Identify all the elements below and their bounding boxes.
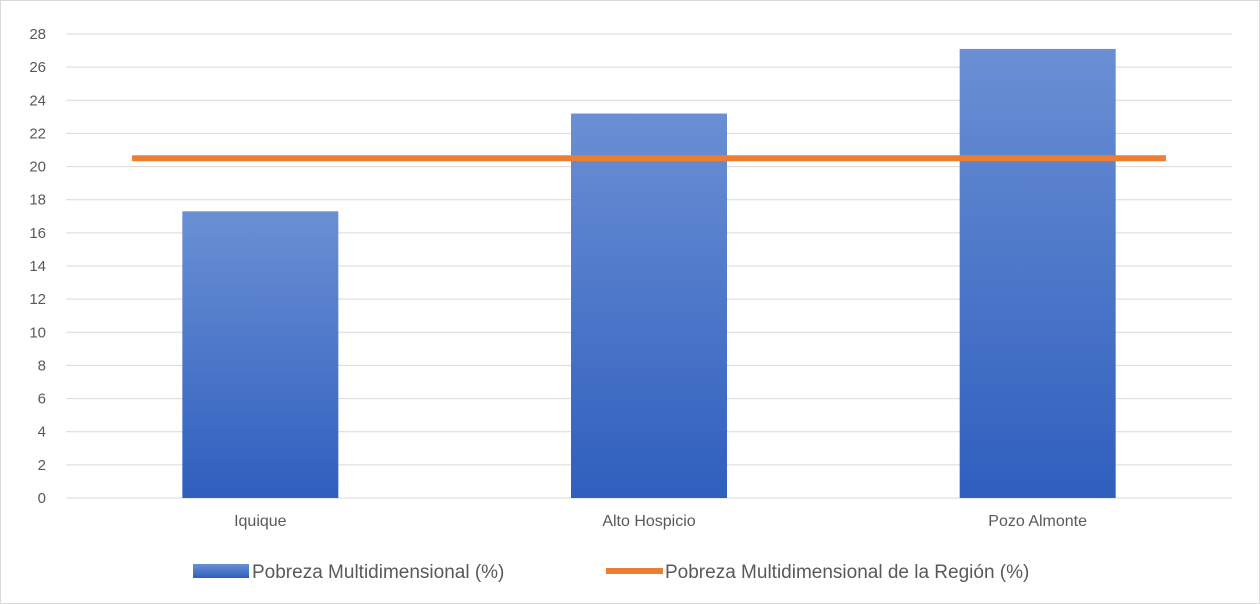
x-category-label: Alto Hospicio xyxy=(602,513,695,530)
y-tick-label: 24 xyxy=(29,92,46,109)
y-tick-label: 0 xyxy=(38,490,46,507)
y-tick-label: 22 xyxy=(29,125,46,142)
y-tick-label: 14 xyxy=(29,258,46,275)
bar-alto-hospicio xyxy=(571,113,727,499)
bar-pozo-almonte xyxy=(959,48,1116,499)
y-tick-label: 2 xyxy=(38,457,46,474)
legend: Pobreza Multidimensional (%) Pobreza Mult… xyxy=(193,562,1029,583)
y-tick-label: 10 xyxy=(29,324,46,341)
y-tick-label: 18 xyxy=(29,192,46,209)
legend-swatch-bars xyxy=(193,564,249,578)
legend-label-line: Pobreza Multidimensional de la Región (%… xyxy=(665,562,1029,583)
y-tick-label: 8 xyxy=(38,357,46,374)
legend-label-bars: Pobreza Multidimensional (%) xyxy=(252,562,504,583)
x-category-label: Iquique xyxy=(234,513,287,530)
bars xyxy=(182,48,1116,499)
y-tick-label: 26 xyxy=(29,59,46,76)
y-tick-label: 12 xyxy=(29,291,46,308)
y-tick-label: 16 xyxy=(29,225,46,242)
y-tick-label: 28 xyxy=(29,26,46,43)
y-tick-label: 4 xyxy=(38,424,46,441)
x-category-label: Pozo Almonte xyxy=(988,513,1087,530)
x-axis-categories: Iquique Alto Hospicio Pozo Almonte xyxy=(234,513,1087,530)
y-tick-label: 20 xyxy=(29,159,46,176)
y-tick-label: 6 xyxy=(38,391,46,408)
bar-iquique xyxy=(182,211,339,499)
